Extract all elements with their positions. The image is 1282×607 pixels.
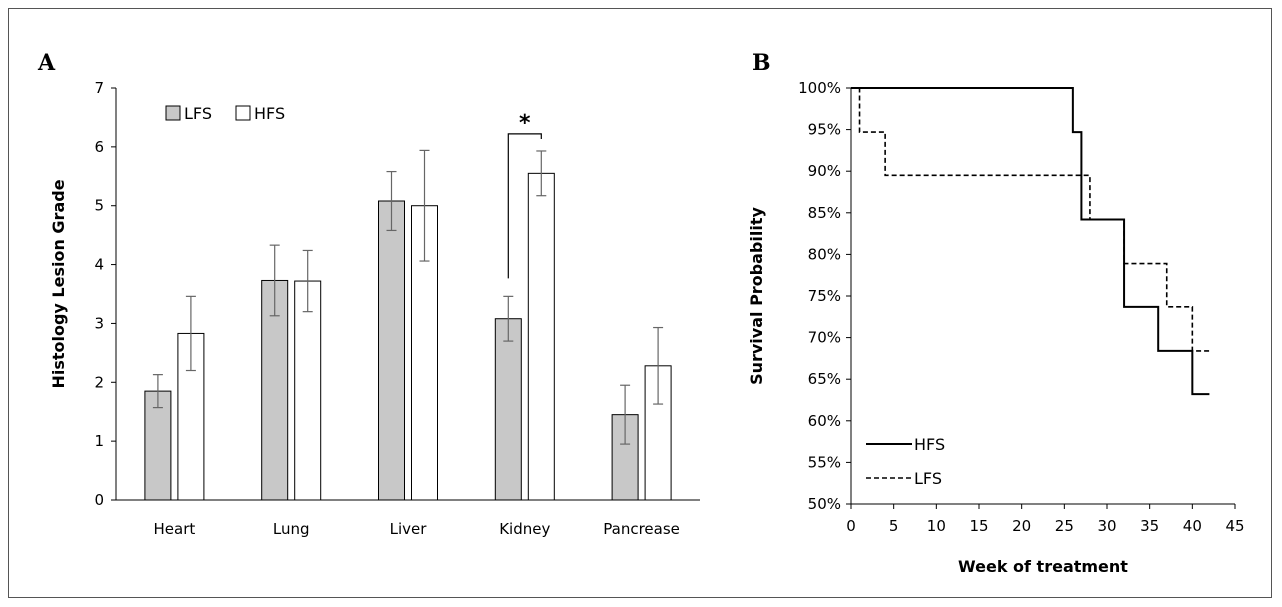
b-y-tick-label: 85% [808, 204, 841, 222]
panel-b: B Survival Probability Week of treatment… [747, 50, 1245, 576]
legend-label-hfs: HFS [254, 104, 285, 123]
survival-line-lfs [851, 87, 1210, 352]
b-survival-lines [851, 87, 1210, 396]
b-y-tick-label: 100% [798, 79, 841, 97]
panel-a: A Histology Lesion Grade 0 1 2 3 4 5 6 7 Heart L… [37, 50, 700, 538]
a-x-tick-label: Liver [390, 520, 428, 538]
b-x-tick-label: 25 [1055, 517, 1074, 535]
legend-label-lfs: LFS [184, 104, 212, 123]
b-y-tick-label: 80% [808, 245, 841, 263]
significance-bracket [507, 133, 542, 279]
b-y-tick-label: 70% [808, 329, 841, 347]
b-y-tick-label: 50% [808, 495, 841, 513]
b-x-tick-label: 30 [1097, 517, 1116, 535]
b-y-axis-title: Survival Probability [747, 207, 766, 385]
b-y-tick-label: 60% [808, 412, 841, 430]
b-x-tick-label: 45 [1225, 517, 1244, 535]
a-x-tick-label: Lung [273, 520, 310, 538]
bar-lfs-kidney [494, 318, 522, 501]
panel-b-label: B [752, 50, 771, 76]
b-x-tick-label: 0 [846, 517, 856, 535]
panel-a-label: A [37, 50, 56, 76]
bar-lfs-liver [378, 200, 405, 501]
b-x-axis-title: Week of treatment [958, 557, 1128, 576]
a-legend: LFS HFS [165, 104, 285, 123]
a-x-tick-label: Heart [154, 520, 196, 538]
a-error-bars [152, 149, 664, 445]
legend-swatch-hfs [235, 105, 251, 121]
b-x-tick-label: 20 [1012, 517, 1031, 535]
b-x-tick-label: 5 [889, 517, 899, 535]
a-y-tick-label: 4 [94, 256, 104, 274]
b-y-tick-label: 95% [808, 121, 841, 139]
a-y-tick-label: 0 [94, 491, 104, 509]
a-y-tick-label: 6 [94, 138, 104, 156]
a-bars [144, 172, 672, 501]
legend-swatch-lfs [165, 105, 181, 121]
b-y-tick-label: 75% [808, 287, 841, 305]
b-x-tick-label: 35 [1140, 517, 1159, 535]
b-y-tick-label: 55% [808, 453, 841, 471]
b-y-tick-label: 90% [808, 162, 841, 180]
a-y-axis-title: Histology Lesion Grade [49, 179, 68, 388]
b-x-tick-label: 40 [1183, 517, 1202, 535]
figure-frame [8, 8, 1272, 598]
a-y-tick-label: 7 [94, 79, 104, 97]
legend-label-b-lfs: LFS [914, 469, 942, 488]
a-y-tick-label: 1 [94, 432, 104, 450]
a-x-tick-label: Pancrease [603, 520, 680, 538]
legend-label-b-hfs: HFS [914, 435, 945, 454]
b-legend: HFS LFS [866, 435, 945, 488]
a-y-ticks: 0 1 2 3 4 5 6 7 [94, 79, 117, 509]
survival-line-hfs [851, 87, 1210, 396]
a-y-tick-label: 5 [94, 197, 104, 215]
a-significance: * [507, 111, 542, 279]
b-x-tick-label: 15 [969, 517, 988, 535]
b-x-tick-label: 10 [927, 517, 946, 535]
bar-hfs-kidney [527, 172, 555, 501]
significance-marker: * [519, 111, 531, 136]
bar-hfs-lung [294, 280, 322, 501]
b-y-ticks: 50% 55% 60% 65% 70% 75% 80% 85% 90% 95% 100% [798, 79, 852, 513]
a-y-tick-label: 2 [94, 373, 104, 391]
a-y-tick-label: 3 [94, 314, 104, 332]
b-y-tick-label: 65% [808, 370, 841, 388]
b-x-ticks: 0 5 10 15 20 25 30 35 40 45 [846, 503, 1245, 535]
a-x-tick-label: Kidney [499, 520, 550, 538]
a-x-ticks: Heart Lung Liver Kidney Pancrease [116, 499, 700, 538]
bar-lfs-heart [144, 390, 172, 501]
